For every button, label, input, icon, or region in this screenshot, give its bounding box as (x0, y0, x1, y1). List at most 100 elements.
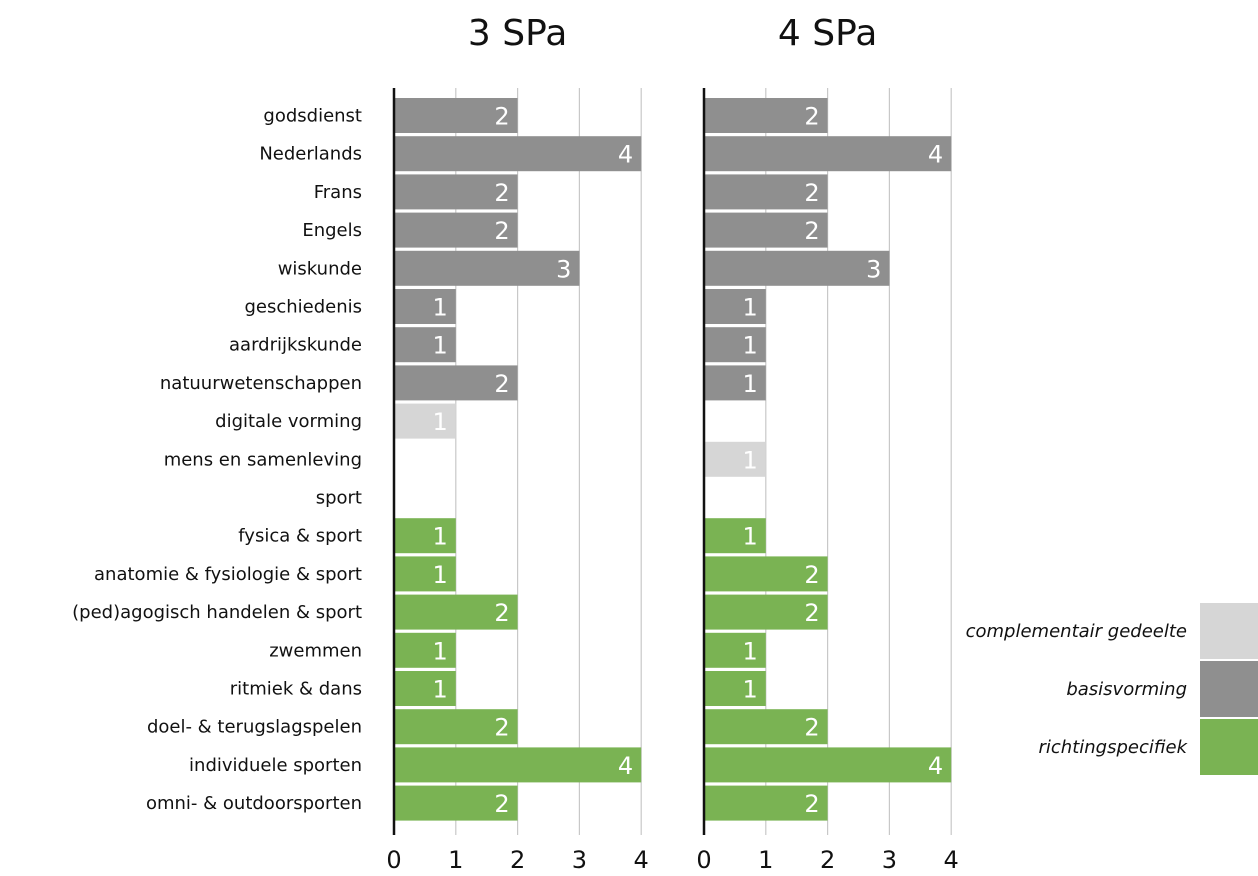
value-label: 1 (433, 523, 448, 551)
category-labels: godsdienst Nederlands Frans Engels wiskunde g… (72, 106, 362, 815)
bar (394, 709, 518, 745)
bar (394, 403, 456, 439)
category-label: zwemmen (269, 640, 362, 661)
legend-label: richtingspecifiek (1039, 737, 1189, 758)
bar (704, 632, 766, 668)
bar (704, 709, 828, 745)
category-label: wiskunde (278, 258, 362, 279)
bar (394, 518, 456, 554)
bar (704, 594, 828, 630)
value-label: 1 (433, 294, 448, 322)
bar (704, 556, 828, 592)
category-label: anatomie & fysiologie & sport (94, 564, 362, 585)
legend-swatch (1200, 719, 1258, 775)
category-label: digitale vorming (215, 411, 362, 432)
x-tick-label: 3 (882, 846, 897, 874)
bar (704, 250, 890, 286)
bar (394, 632, 456, 668)
value-label: 1 (433, 561, 448, 589)
bar (704, 289, 766, 324)
x-tick-label: 4 (634, 846, 649, 874)
value-label: 2 (494, 599, 509, 627)
x-tick-label: 2 (820, 846, 835, 874)
category-label: Frans (314, 182, 362, 203)
bar (704, 747, 952, 783)
panel-title: 3 SPa (468, 13, 567, 54)
x-tick-label: 0 (386, 846, 401, 874)
legend-swatch (1200, 661, 1258, 717)
value-label: 3 (556, 255, 571, 283)
bar (394, 98, 518, 133)
category-label: fysica & sport (238, 526, 362, 547)
value-label: 2 (494, 714, 509, 742)
value-label: 2 (494, 179, 509, 207)
bar (704, 441, 766, 477)
x-tick-label: 3 (572, 846, 587, 874)
panel-title: 4 SPa (778, 13, 877, 54)
category-label: individuele sporten (189, 755, 362, 776)
value-label: 1 (743, 676, 758, 704)
category-label: godsdienst (263, 106, 362, 127)
value-label: 2 (804, 217, 819, 245)
bar (394, 785, 518, 821)
value-label: 2 (494, 103, 509, 131)
value-label: 4 (928, 752, 943, 780)
bar (394, 556, 456, 592)
value-label: 2 (804, 103, 819, 131)
value-label: 1 (743, 370, 758, 398)
x-tick-label: 2 (510, 846, 525, 874)
value-label: 1 (433, 637, 448, 665)
category-label: omni- & outdoorsporten (146, 793, 362, 814)
value-label: 4 (618, 141, 633, 169)
value-label: 2 (804, 561, 819, 589)
value-label: 3 (866, 255, 881, 283)
panel-titles: 3 SPa 4 SPa (468, 13, 877, 54)
axes (392, 88, 706, 835)
value-label: 1 (743, 523, 758, 551)
bar (394, 327, 456, 363)
bar (704, 174, 828, 210)
value-label: 2 (804, 599, 819, 627)
bar (394, 594, 518, 630)
bar (394, 671, 456, 706)
bar (704, 518, 766, 554)
bar (394, 289, 456, 324)
value-label: 2 (804, 179, 819, 207)
legend-label: basisvorming (1066, 679, 1187, 700)
value-label: 4 (928, 141, 943, 169)
legend-label: complementair gedeelte (966, 621, 1187, 642)
bar (704, 212, 828, 248)
bar (704, 365, 766, 401)
value-label: 1 (433, 332, 448, 360)
bar (704, 98, 828, 133)
category-label: doel- & terugslagspelen (147, 717, 362, 738)
x-tick-label: 4 (944, 846, 959, 874)
category-label: sport (316, 488, 362, 509)
value-label: 2 (804, 790, 819, 818)
bar (704, 671, 766, 706)
category-label: ritmiek & dans (230, 679, 362, 700)
x-tick-label: 1 (758, 846, 773, 874)
x-tick-label: 0 (696, 846, 711, 874)
bar (394, 365, 518, 401)
value-label: 1 (743, 637, 758, 665)
value-label: 4 (618, 752, 633, 780)
category-label: Nederlands (259, 144, 362, 165)
category-label: (ped)agogisch handelen & sport (72, 602, 362, 623)
tick-labels: 0 1 2 3 4 0 1 2 3 4 (386, 846, 958, 874)
bar (704, 785, 828, 821)
bar (394, 136, 642, 172)
bar (704, 327, 766, 363)
bar (394, 212, 518, 248)
value-label: 1 (743, 446, 758, 474)
legend: complementair gedeelte basisvorming richti… (966, 603, 1258, 775)
value-label: 2 (494, 370, 509, 398)
value-labels: 2 4 2 2 3 1 1 2 1 1 1 2 1 1 2 4 2 2 4 2 2 3 1 1 1 1 1 2 2 1 1 2 4 2 (433, 103, 944, 819)
value-label: 2 (494, 217, 509, 245)
category-label: geschiedenis (244, 297, 362, 318)
value-label: 2 (804, 714, 819, 742)
value-label: 1 (433, 676, 448, 704)
x-tick-label: 1 (448, 846, 463, 874)
category-label: Engels (302, 220, 362, 241)
bar (394, 747, 642, 783)
